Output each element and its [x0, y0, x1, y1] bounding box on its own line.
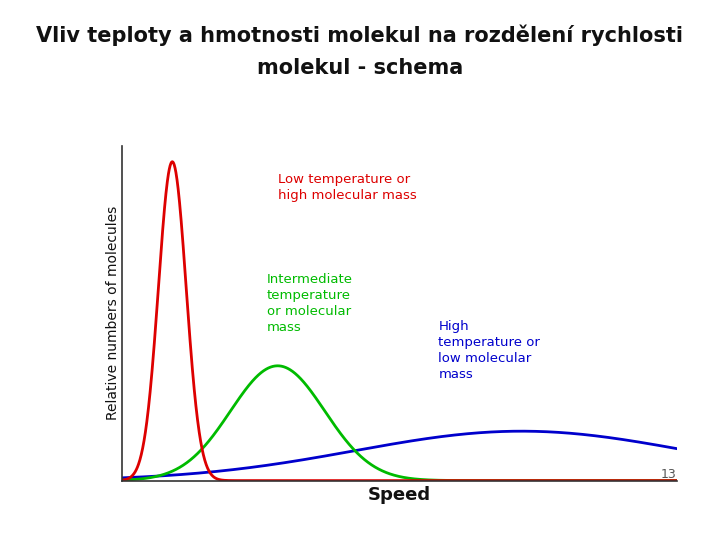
X-axis label: Speed: Speed — [368, 486, 431, 504]
Y-axis label: Relative numbers of molecules: Relative numbers of molecules — [106, 206, 120, 420]
Text: 13: 13 — [661, 468, 677, 481]
Text: molekul - schema: molekul - schema — [257, 57, 463, 78]
Text: High
temperature or
low molecular
mass: High temperature or low molecular mass — [438, 320, 540, 381]
Text: Intermediate
temperature
or molecular
mass: Intermediate temperature or molecular ma… — [266, 273, 353, 334]
Text: Low temperature or
high molecular mass: Low temperature or high molecular mass — [278, 173, 416, 201]
Text: Vliv teploty a hmotnosti molekul na rozdělení rychlosti: Vliv teploty a hmotnosti molekul na rozd… — [37, 24, 683, 46]
